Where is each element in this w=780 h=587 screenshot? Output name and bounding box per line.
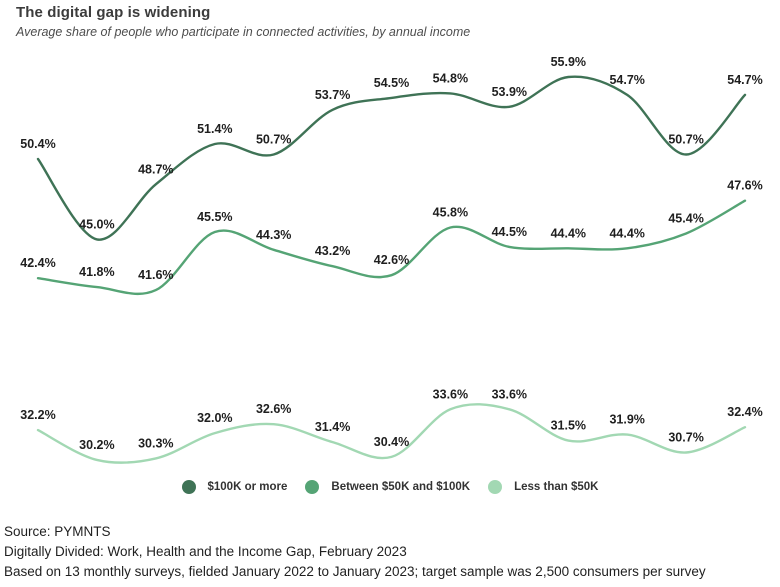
data-label: 41.6% [138,268,173,282]
data-label: 32.6% [256,402,291,416]
legend-label: Less than $50K [514,481,599,493]
data-label: 45.0% [79,217,114,231]
data-label: 45.5% [197,210,232,224]
legend-label: Between $50K and $100K [331,481,471,493]
chart-area: 50.4% 45.0% 48.7% 51.4% 50.7% 53.7% 54.5% 54.8%… [0,47,780,477]
data-label: 43.2% [315,244,350,258]
legend-item-100k-or-more: $100K or more [178,480,292,494]
data-label: 45.8% [433,206,468,220]
data-label: 32.4% [727,405,762,419]
chart-legend: $100K or more Between $50K and $100K Les… [0,480,780,494]
legend-dot-icon [181,480,196,494]
legend-dot-icon [488,480,503,494]
series-line-2 [36,403,747,464]
data-label: 50.7% [256,133,291,147]
data-label: 42.4% [20,256,55,270]
data-label: 31.5% [551,419,586,433]
source-line: Source: PYMNTS [4,524,111,539]
data-label: 50.7% [668,133,703,147]
chart-header: The digital gap is widening Average shar… [16,4,770,39]
page-title: The digital gap is widening [16,4,211,21]
data-label: 50.4% [20,137,55,151]
data-label: 42.6% [374,253,409,267]
data-label: 32.2% [20,408,55,422]
data-label: 55.9% [551,55,586,69]
legend-label: $100K or more [207,481,288,493]
data-label: 30.3% [138,436,173,450]
chart-footnotes: Source: PYMNTS Digitally Divided: Work, … [4,522,776,582]
data-label: 44.5% [492,225,527,239]
data-label: 54.7% [609,73,644,87]
series-line-0 [36,75,747,241]
data-label: 48.7% [138,162,173,176]
line-chart: 50.4% 45.0% 48.7% 51.4% 50.7% 53.7% 54.5% 54.8%… [20,55,763,464]
legend-item-between-50k-100k: Between $50K and $100K [301,480,474,494]
data-label: 30.4% [374,435,409,449]
data-label: 53.9% [492,85,527,99]
data-label: 30.7% [668,431,703,445]
legend-item-less-than-50k: Less than $50K [484,480,602,494]
data-label: 31.9% [609,413,644,427]
data-label: 47.6% [727,179,762,193]
data-label: 32.0% [197,411,232,425]
data-label: 31.4% [315,420,350,434]
legend-dot-icon [305,480,320,494]
data-label: 54.7% [727,73,762,87]
data-label: 53.7% [315,88,350,102]
data-label: 33.6% [492,387,527,401]
data-label: 44.4% [609,226,644,240]
data-label: 41.8% [79,265,114,279]
data-label: 51.4% [197,122,232,136]
data-label: 54.5% [374,76,409,90]
chart-subtitle: Average share of people who participate … [16,25,471,39]
series-line-1 [36,199,747,295]
data-label: 54.8% [433,71,468,85]
data-label: 44.4% [551,226,586,240]
data-label: 30.2% [79,438,114,452]
methodology-line: Based on 13 monthly surveys, fielded Jan… [4,564,706,579]
report-line: Digitally Divided: Work, Health and the … [4,544,407,559]
data-label: 33.6% [433,387,468,401]
data-label: 44.3% [256,228,291,242]
data-label: 45.4% [668,212,703,226]
